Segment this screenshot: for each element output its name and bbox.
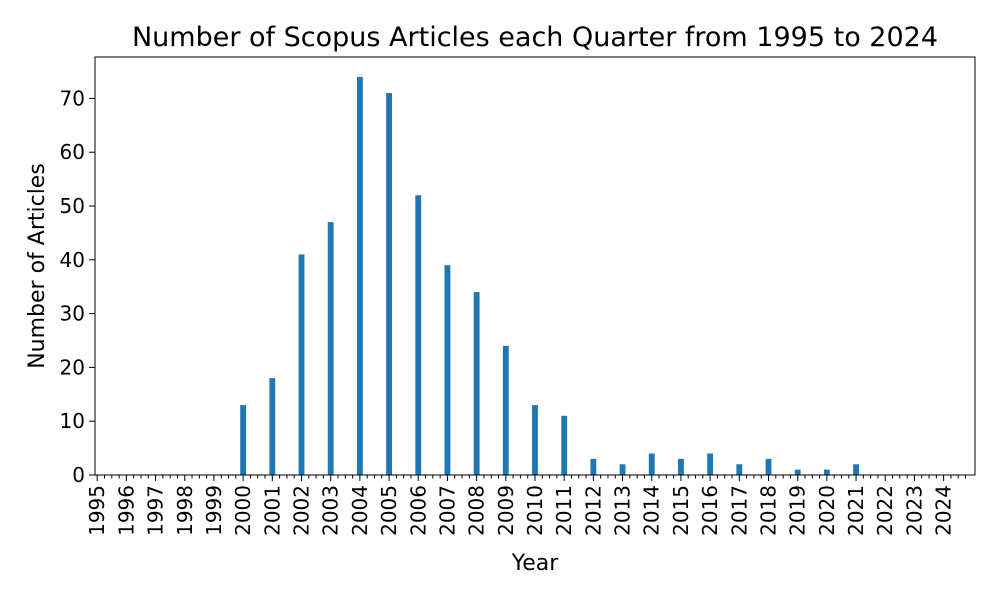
x-tick-label: 2009 <box>494 485 518 536</box>
x-tick-label: 1996 <box>114 485 138 536</box>
bar <box>794 469 801 475</box>
x-tick-label: 2000 <box>231 485 255 536</box>
x-tick-label: 1998 <box>173 485 197 536</box>
plot-frame <box>94 56 976 476</box>
bar <box>269 378 276 475</box>
x-tick-label: 2024 <box>932 485 956 536</box>
x-tick-label: 1999 <box>202 485 226 536</box>
bar <box>532 405 538 475</box>
bar <box>356 76 363 476</box>
x-tick-label: 2002 <box>290 485 314 536</box>
y-tick-label: 40 <box>60 248 85 272</box>
y-tick-label: 70 <box>60 86 85 110</box>
bar <box>240 405 247 475</box>
y-tick-label: 50 <box>60 194 85 218</box>
x-tick-label: 2014 <box>640 485 664 536</box>
bar <box>648 453 655 475</box>
y-axis-label: Number of Articles <box>25 163 50 369</box>
bar <box>736 464 743 475</box>
x-tick-label: 2020 <box>815 485 839 536</box>
x-tick-label: 2001 <box>260 485 284 536</box>
y-tick-label: 10 <box>60 409 85 433</box>
x-axis-label: Year <box>511 551 560 576</box>
x-tick-label: 2011 <box>552 485 576 536</box>
x-tick-label: 1995 <box>85 485 109 536</box>
x-tick-label: 2023 <box>902 485 926 536</box>
x-tick-label: 1997 <box>144 485 168 536</box>
y-axis: 0 10 20 30 40 50 60 70 <box>60 86 95 487</box>
bar <box>678 458 684 475</box>
bar <box>823 469 830 475</box>
y-tick-label: 30 <box>60 302 85 326</box>
x-tick-label: 2022 <box>873 485 897 536</box>
x-tick-label: 2010 <box>523 485 547 536</box>
chart-title: Number of Scopus Articles each Quarter f… <box>132 22 938 53</box>
bar <box>707 453 714 475</box>
x-tick-label: 2003 <box>319 485 343 536</box>
bars-group <box>240 76 859 476</box>
bar <box>386 93 392 475</box>
x-tick-label: 2017 <box>727 485 751 536</box>
x-tick-label: 2007 <box>435 485 459 536</box>
bar <box>415 195 422 476</box>
x-tick-label: 2021 <box>844 485 868 536</box>
bar <box>444 265 451 475</box>
bar <box>298 254 305 475</box>
bar <box>590 458 597 475</box>
bar <box>619 464 626 475</box>
bar <box>561 415 568 475</box>
x-tick-label: 2005 <box>377 485 401 536</box>
x-tick-label: 2012 <box>581 485 605 536</box>
y-tick-label: 60 <box>60 140 85 164</box>
x-tick-label: 2013 <box>611 485 635 536</box>
x-tick-label: 2008 <box>465 485 489 536</box>
bar <box>853 464 859 475</box>
x-tick-label: 2006 <box>406 485 430 536</box>
x-tick-label: 2019 <box>786 485 810 536</box>
bar <box>502 345 509 475</box>
bar <box>473 292 480 475</box>
y-tick-label: 20 <box>60 355 85 379</box>
x-tick-label: 2004 <box>348 485 372 536</box>
x-axis: 1995 1996 1997 1998 1999 2000 2001 2002 2003 2004… <box>85 475 967 536</box>
x-tick-label: 2016 <box>698 485 722 536</box>
x-tick-label: 2018 <box>756 485 780 536</box>
y-tick-label: 0 <box>72 463 85 487</box>
bar <box>327 222 334 475</box>
x-tick-label: 2015 <box>669 485 693 536</box>
bar <box>765 458 772 475</box>
